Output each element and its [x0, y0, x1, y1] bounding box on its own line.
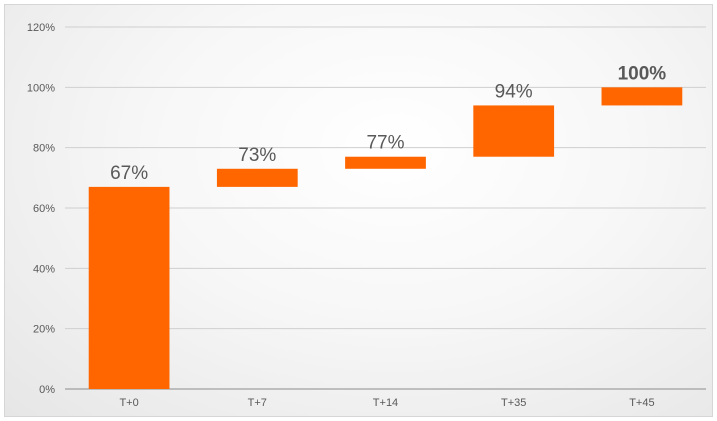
y-tick-label: 20% — [33, 324, 55, 336]
x-tick-label: T+14 — [373, 397, 398, 409]
data-label: 100% — [618, 63, 667, 84]
y-tick-label: 0% — [39, 384, 55, 396]
bar — [216, 168, 298, 187]
waterfall-chart: 0% 20% 40% 60% 80% 100% 120% T+0 T+7 T+14 T+35 T+4… — [27, 22, 706, 409]
data-label: 73% — [238, 145, 276, 166]
x-tick-label: T+35 — [501, 397, 526, 409]
data-labels: 67% 73% 77% 94% 100% — [110, 63, 666, 184]
bars — [88, 87, 683, 389]
y-tick-label: 120% — [27, 22, 55, 34]
bar — [88, 186, 170, 389]
x-axis-ticks: T+0 T+7 T+14 T+35 T+45 — [119, 397, 654, 409]
x-tick-label: T+7 — [248, 397, 267, 409]
data-label: 77% — [366, 133, 404, 154]
y-tick-label: 60% — [33, 203, 55, 215]
bar — [473, 105, 555, 157]
bar — [345, 156, 426, 169]
x-tick-label: T+0 — [119, 397, 138, 409]
gridlines — [65, 26, 706, 390]
y-tick-label: 40% — [33, 263, 55, 275]
bar — [601, 87, 683, 106]
y-tick-label: 80% — [33, 143, 55, 155]
y-tick-label: 100% — [27, 82, 55, 94]
y-axis-ticks: 0% 20% 40% 60% 80% 100% 120% — [27, 22, 55, 396]
data-label: 94% — [495, 81, 533, 102]
x-tick-label: T+45 — [629, 397, 654, 409]
data-label: 67% — [110, 163, 148, 184]
chart-area: 0% 20% 40% 60% 80% 100% 120% T+0 T+7 T+14 T+35 T+4… — [4, 4, 713, 417]
